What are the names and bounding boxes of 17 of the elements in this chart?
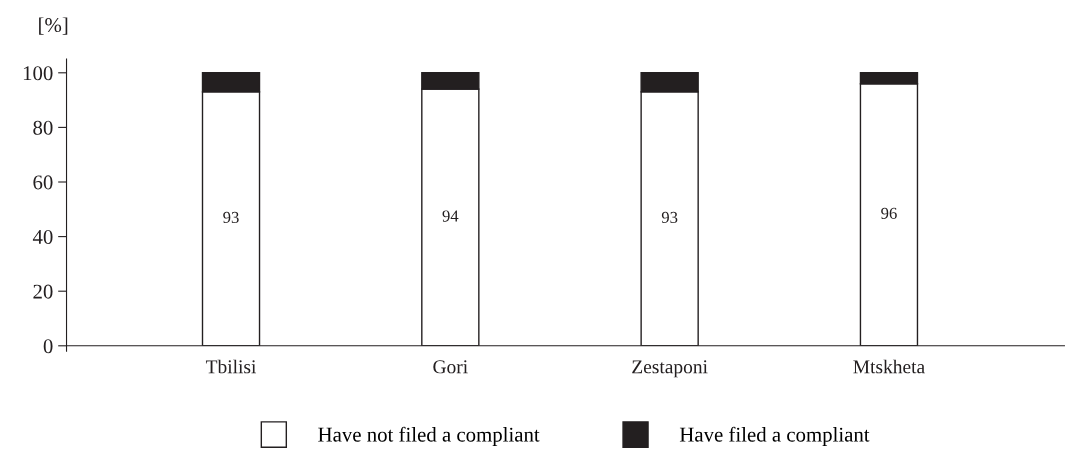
y-tick-label: 100 (23, 66, 53, 81)
y-tick-label: 0 (43, 339, 53, 354)
x-tick-label: Mtskheta (853, 359, 925, 374)
y-tick-label: 40 (32, 229, 53, 245)
data-label: 94 (442, 210, 459, 222)
data-label: 96 (881, 207, 897, 219)
legend-label: Have not filed a compliant (318, 426, 540, 446)
y-tick-label: 60 (33, 175, 53, 190)
data-label: 93 (661, 211, 678, 224)
y-axis-title: [%] (39, 17, 68, 35)
x-tick-label: Tbilisi (205, 359, 257, 374)
x-tick-label: Zestaponi (632, 360, 708, 378)
legend-label: Have filed a compliant (679, 426, 870, 446)
data-label: 93 (223, 211, 239, 224)
x-tick-label: Gori (433, 360, 468, 374)
y-tick-label: 20 (33, 284, 53, 299)
y-tick-label: 80 (33, 120, 53, 135)
